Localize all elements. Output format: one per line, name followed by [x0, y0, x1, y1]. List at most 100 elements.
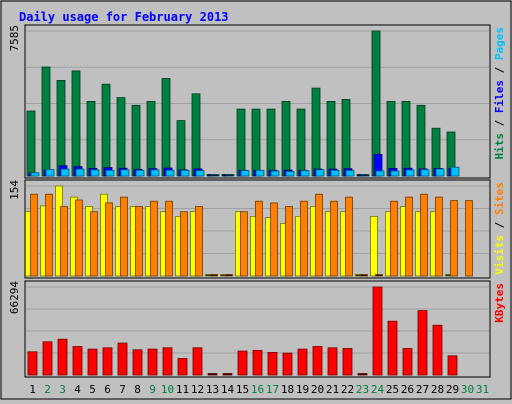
- bar-sites-day-20: [315, 193, 323, 277]
- bar-hits-day-18: [281, 101, 291, 177]
- bar-pages-day-4: [75, 168, 85, 177]
- bar-visits-day-24: [370, 215, 378, 277]
- bar-sites-day-23: [360, 274, 368, 277]
- bar-kbytes-day-27: [417, 310, 428, 376]
- x-tick-day-10: 10: [161, 383, 174, 396]
- bar-kbytes-day-18: [282, 352, 293, 376]
- bar-sites-day-29: [450, 200, 458, 277]
- legend-item-files: Files: [493, 80, 506, 113]
- bar-hits-day-8: [131, 104, 141, 177]
- x-tick-day-8: 8: [134, 383, 141, 396]
- bar-sites-day-19: [300, 200, 308, 277]
- x-tick-day-25: 25: [386, 383, 399, 396]
- bar-hits-day-15: [236, 108, 246, 177]
- x-tick-day-30: 30: [461, 383, 474, 396]
- bar-sites-day-14: [225, 274, 233, 277]
- bar-kbytes-day-5: [87, 348, 98, 376]
- x-tick-day-7: 7: [119, 383, 126, 396]
- bar-kbytes-day-23: [357, 373, 368, 376]
- legend-separator: /: [493, 60, 506, 80]
- bar-sites-day-4: [75, 199, 83, 277]
- bar-pages-day-8: [135, 169, 145, 177]
- bar-pages-day-22: [345, 170, 355, 177]
- bar-kbytes-day-16: [252, 349, 263, 376]
- bar-kbytes-day-3: [57, 338, 68, 376]
- x-tick-day-15: 15: [236, 383, 249, 396]
- x-tick-day-5: 5: [89, 383, 96, 396]
- bar-sites-day-10: [165, 200, 173, 277]
- bar-pages-day-5: [90, 169, 100, 177]
- bar-sites-day-17: [270, 202, 278, 277]
- x-tick-day-26: 26: [401, 383, 414, 396]
- x-tick-day-24: 24: [371, 383, 385, 396]
- bar-pages-day-21: [330, 169, 340, 177]
- bar-pages-day-11: [180, 169, 190, 177]
- bar-hits-day-20: [311, 87, 321, 177]
- panel-hits-ymax-label: 7585: [8, 25, 21, 52]
- bar-sites-day-11: [180, 211, 188, 277]
- bar-pages-day-27: [420, 169, 430, 177]
- panel-kbytes-legend: KBytes: [493, 283, 506, 323]
- x-tick-day-31: 31: [476, 383, 489, 396]
- bar-pages-day-23: [360, 174, 370, 177]
- x-axis-tick-labels: 1 2 3 4 5 6 7 8 9 10 11 12 13 14 15 16 17 18 19 20 21 22 23 24 2…: [29, 383, 489, 396]
- bar-hits-day-3: [56, 80, 66, 177]
- legend-item-hits: Hits: [493, 133, 506, 160]
- bar-kbytes-day-21: [327, 347, 338, 376]
- bar-pages-day-1: [30, 172, 40, 177]
- bar-kbytes-day-9: [147, 348, 158, 376]
- bar-pages-day-12: [195, 170, 205, 177]
- legend-separator: /: [493, 215, 506, 235]
- bar-hits-day-9: [146, 101, 156, 177]
- bar-pages-day-20: [315, 169, 325, 177]
- bar-pages-day-10: [165, 169, 175, 177]
- bar-sites-day-24: [375, 274, 383, 277]
- bar-kbytes-day-11: [177, 357, 188, 376]
- panel-visits-legend: Visits / Sites: [493, 182, 506, 275]
- x-tick-day-29: 29: [446, 383, 459, 396]
- panel-visits-ymax-label: 154: [8, 180, 21, 200]
- bar-hits-day-5: [86, 101, 96, 177]
- bar-kbytes-day-7: [117, 342, 128, 376]
- bar-kbytes-day-13: [207, 373, 218, 376]
- bar-hits-day-6: [101, 83, 111, 177]
- bar-sites-day-1: [30, 193, 38, 277]
- bar-pages-day-19: [300, 170, 310, 177]
- bar-hits-day-1: [26, 110, 36, 177]
- chart-title: Daily usage for February 2013: [19, 10, 229, 24]
- x-tick-day-12: 12: [191, 383, 204, 396]
- bar-kbytes-day-4: [72, 346, 83, 376]
- bar-sites-day-2: [45, 193, 53, 277]
- bar-kbytes-day-12: [192, 347, 203, 376]
- bar-hits-day-11: [176, 120, 186, 177]
- panel-kbytes-ymax-label: 66294: [8, 281, 21, 314]
- bar-sites-day-12: [195, 206, 203, 277]
- bar-pages-day-28: [435, 168, 445, 177]
- bar-pages-day-25: [390, 170, 400, 177]
- bar-pages-day-17: [270, 170, 280, 177]
- bar-kbytes-day-6: [102, 347, 113, 376]
- x-tick-day-16: 16: [251, 383, 264, 396]
- x-tick-day-3: 3: [59, 383, 66, 396]
- bar-kbytes-day-28: [432, 324, 443, 376]
- bar-sites-day-13: [210, 274, 218, 277]
- bar-kbytes-day-8: [132, 349, 143, 376]
- bar-pages-day-29: [450, 166, 460, 177]
- bar-pages-day-2: [45, 169, 55, 177]
- x-tick-day-27: 27: [416, 383, 429, 396]
- bar-sites-day-8: [135, 206, 143, 277]
- bar-kbytes-day-24: [372, 286, 383, 376]
- bar-pages-day-18: [285, 170, 295, 177]
- bar-sites-day-7: [120, 196, 128, 277]
- x-tick-day-20: 20: [311, 383, 324, 396]
- x-tick-day-22: 22: [341, 383, 354, 396]
- bar-kbytes-day-14: [222, 373, 233, 376]
- bar-hits-day-26: [401, 101, 411, 177]
- bar-hits-day-17: [266, 108, 276, 177]
- bar-pages-day-13: [210, 174, 220, 177]
- x-tick-day-4: 4: [74, 383, 81, 396]
- bar-sites-day-22: [345, 196, 353, 277]
- bar-hits-day-25: [386, 101, 396, 177]
